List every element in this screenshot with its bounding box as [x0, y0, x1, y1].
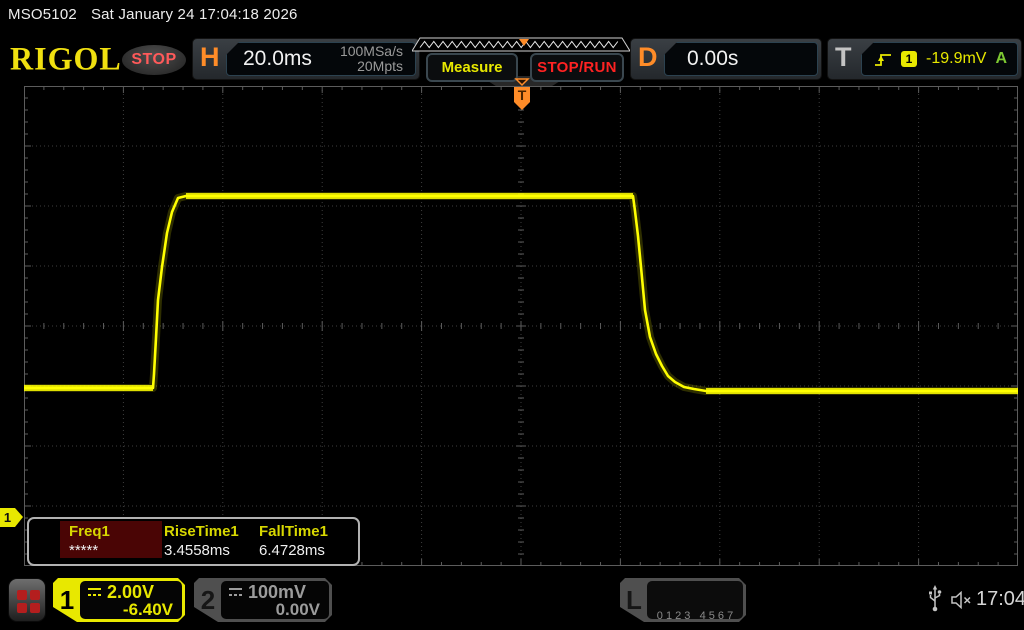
- channel1-offset: -6.40V: [122, 600, 173, 619]
- menu-button[interactable]: [8, 578, 46, 622]
- measurement-item: FallTime1 6.4728ms: [259, 519, 355, 564]
- trigger-inset: 1 -19.9mV A: [861, 42, 1018, 76]
- measurement-name: Freq1: [69, 523, 110, 540]
- run-state-badge: STOP: [122, 45, 186, 75]
- stop-run-button[interactable]: STOP/RUN: [530, 53, 624, 82]
- dc-coupling-icon: [228, 587, 243, 597]
- trigger-sweep-mode: A: [995, 50, 1008, 67]
- svg-text:T: T: [518, 87, 527, 103]
- ch1-ground-marker[interactable]: 1: [0, 508, 23, 527]
- channel2-panel: 100mV 0.00V: [221, 581, 329, 619]
- delay-value: 0.00s: [687, 47, 739, 70]
- logic-label: L: [626, 585, 642, 615]
- ch1-waveform: [24, 194, 1018, 393]
- measurement-value: 3.4558ms: [164, 542, 230, 559]
- channel1-number: 1: [59, 585, 75, 615]
- measurement-name: FallTime1: [259, 523, 328, 540]
- measure-button[interactable]: Measure: [426, 53, 518, 82]
- timebase-value: 20.0ms: [243, 47, 312, 70]
- trigger-source-badge: 1: [901, 51, 917, 67]
- speaker-muted-icon[interactable]: [950, 591, 974, 609]
- strip-trigger-marker: [519, 39, 529, 46]
- delay-label: D: [638, 42, 658, 72]
- trigger-level-value: -19.9mV: [926, 50, 987, 67]
- channel2-offset: 0.00V: [275, 600, 320, 619]
- trigger-position-marker[interactable]: T: [514, 78, 530, 110]
- horizontal-label: H: [200, 42, 220, 72]
- dc-coupling-icon: [87, 587, 102, 597]
- model-name: MSO5102: [8, 6, 77, 23]
- measurement-value: *****: [69, 542, 99, 559]
- measurement-item: RiseTime1 3.4558ms: [164, 519, 256, 564]
- trigger-settings-box[interactable]: T 1 -19.9mV A: [827, 38, 1022, 80]
- titlebar: MSO5102 Sat January 24 17:04:18 2026: [8, 6, 298, 23]
- measurement-value: 6.4728ms: [259, 542, 325, 559]
- acquisition-info: 100MSa/s 20Mpts: [340, 44, 403, 74]
- logic-row-1: 0 1 2 3 4 5 6 7: [656, 610, 734, 622]
- channel1-scale: 2.00V: [107, 581, 155, 602]
- measurement-item: Freq1 *****: [69, 519, 161, 564]
- trigger-label: T: [835, 42, 852, 72]
- menu-grid-icon: [17, 590, 40, 613]
- channel2-scale: 100mV: [248, 581, 307, 602]
- horizontal-settings-box[interactable]: H 20.0ms 100MSa/s 20Mpts: [192, 38, 420, 80]
- timebase-inset: 20.0ms 100MSa/s 20Mpts: [226, 42, 416, 76]
- horizontal-position-indicator[interactable]: [412, 37, 630, 52]
- rigol-logo: RIGOL: [10, 39, 122, 77]
- clock-display: 17:04: [976, 588, 1024, 610]
- channel1-panel: 2.00V -6.40V: [80, 581, 182, 619]
- datetime-text: Sat January 24 17:04:18 2026: [90, 6, 298, 23]
- logic-channels-control[interactable]: L 0 1 2 3 4 5 6 7 8 9 10 11 12 13 14 15: [620, 578, 746, 622]
- delay-inset: 0.00s: [664, 42, 818, 76]
- memory-depth: 20Mpts: [357, 58, 403, 74]
- graticule: T: [24, 78, 1018, 566]
- sample-rate: 100MSa/s: [339, 43, 403, 59]
- measurement-highlight-cell: [60, 521, 162, 558]
- measurement-panel[interactable]: Freq1 ***** RiseTime1 3.4558ms FallTime1…: [27, 517, 360, 566]
- measurement-name: RiseTime1: [164, 523, 239, 540]
- delay-settings-box[interactable]: D 0.00s: [630, 38, 822, 80]
- trigger-slope-icon: [875, 53, 891, 66]
- channel2-number: 2: [200, 585, 216, 615]
- channel1-control[interactable]: 1 2.00V -6.40V: [53, 578, 185, 622]
- logic-channels-panel: 0 1 2 3 4 5 6 7 8 9 10 11 12 13 14 15: [647, 581, 743, 619]
- usb-icon: [929, 585, 942, 612]
- channel2-control[interactable]: 2 100mV 0.00V: [194, 578, 332, 622]
